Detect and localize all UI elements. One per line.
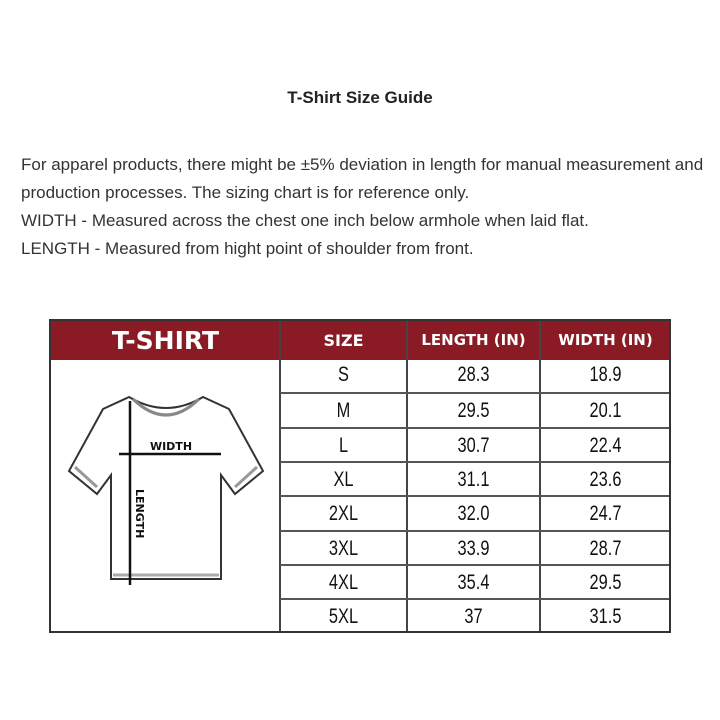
cell-length: 28.3: [457, 363, 490, 386]
cell-width: 24.7: [589, 502, 622, 526]
table-row: S 28.3 18.9: [280, 358, 669, 392]
length-note: LENGTH - Measured from hight point of sh…: [21, 239, 474, 258]
chart-header: T-SHIRT SIZE LENGTH (IN) WIDTH (IN): [51, 321, 669, 360]
cell-size: XL: [333, 467, 354, 491]
header-width: WIDTH (IN): [558, 331, 653, 349]
cell-size: M: [336, 399, 351, 423]
header-length: LENGTH (IN): [421, 331, 526, 349]
table-row: 2XL 32.0 24.7: [280, 495, 669, 531]
divider: [539, 321, 541, 631]
cell-length: 31.1: [457, 467, 490, 491]
header-size: SIZE: [323, 331, 364, 350]
cell-size: 2XL: [328, 502, 359, 526]
page-title: T-Shirt Size Guide: [287, 88, 433, 107]
cell-size: 5XL: [328, 605, 359, 629]
cell-size: 3XL: [328, 536, 359, 560]
cell-length: 32.0: [457, 502, 490, 526]
table-row: 3XL 33.9 28.7: [280, 529, 669, 566]
table-row: XL 31.1 23.6: [280, 460, 669, 497]
divider: [406, 321, 408, 631]
cell-length: 33.9: [457, 536, 490, 560]
cell-size: S: [338, 363, 349, 386]
width-note: WIDTH - Measured across the chest one in…: [21, 211, 589, 230]
cell-width: 29.5: [589, 570, 622, 594]
width-label: WIDTH: [150, 440, 192, 453]
table-row: M 29.5 20.1: [280, 392, 669, 428]
deviation-note: For apparel products, there might be ±5%…: [21, 155, 704, 202]
cell-length: 29.5: [457, 399, 490, 423]
cell-length: 37: [464, 605, 483, 629]
description: For apparel products, there might be ±5%…: [21, 151, 711, 263]
cell-length: 35.4: [457, 570, 490, 594]
cell-width: 31.5: [589, 605, 622, 629]
table-row: 5XL 37 31.5: [280, 598, 669, 634]
cell-width: 23.6: [589, 467, 622, 491]
size-chart: T-SHIRT SIZE LENGTH (IN) WIDTH (IN) WIDT…: [49, 319, 671, 633]
tshirt-diagram: WIDTH LENGTH: [67, 395, 265, 585]
cell-width: 18.9: [589, 363, 622, 386]
divider: [279, 321, 281, 631]
cell-width: 28.7: [589, 536, 622, 560]
cell-size: L: [338, 433, 349, 457]
table-row: 4XL 35.4 29.5: [280, 563, 669, 600]
table-row: L 30.7 22.4: [280, 426, 669, 463]
cell-width: 20.1: [589, 399, 622, 423]
cell-width: 22.4: [589, 433, 622, 457]
header-tshirt: T-SHIRT: [111, 326, 220, 355]
cell-size: 4XL: [328, 570, 359, 594]
length-label: LENGTH: [133, 489, 146, 538]
cell-length: 30.7: [457, 433, 490, 457]
